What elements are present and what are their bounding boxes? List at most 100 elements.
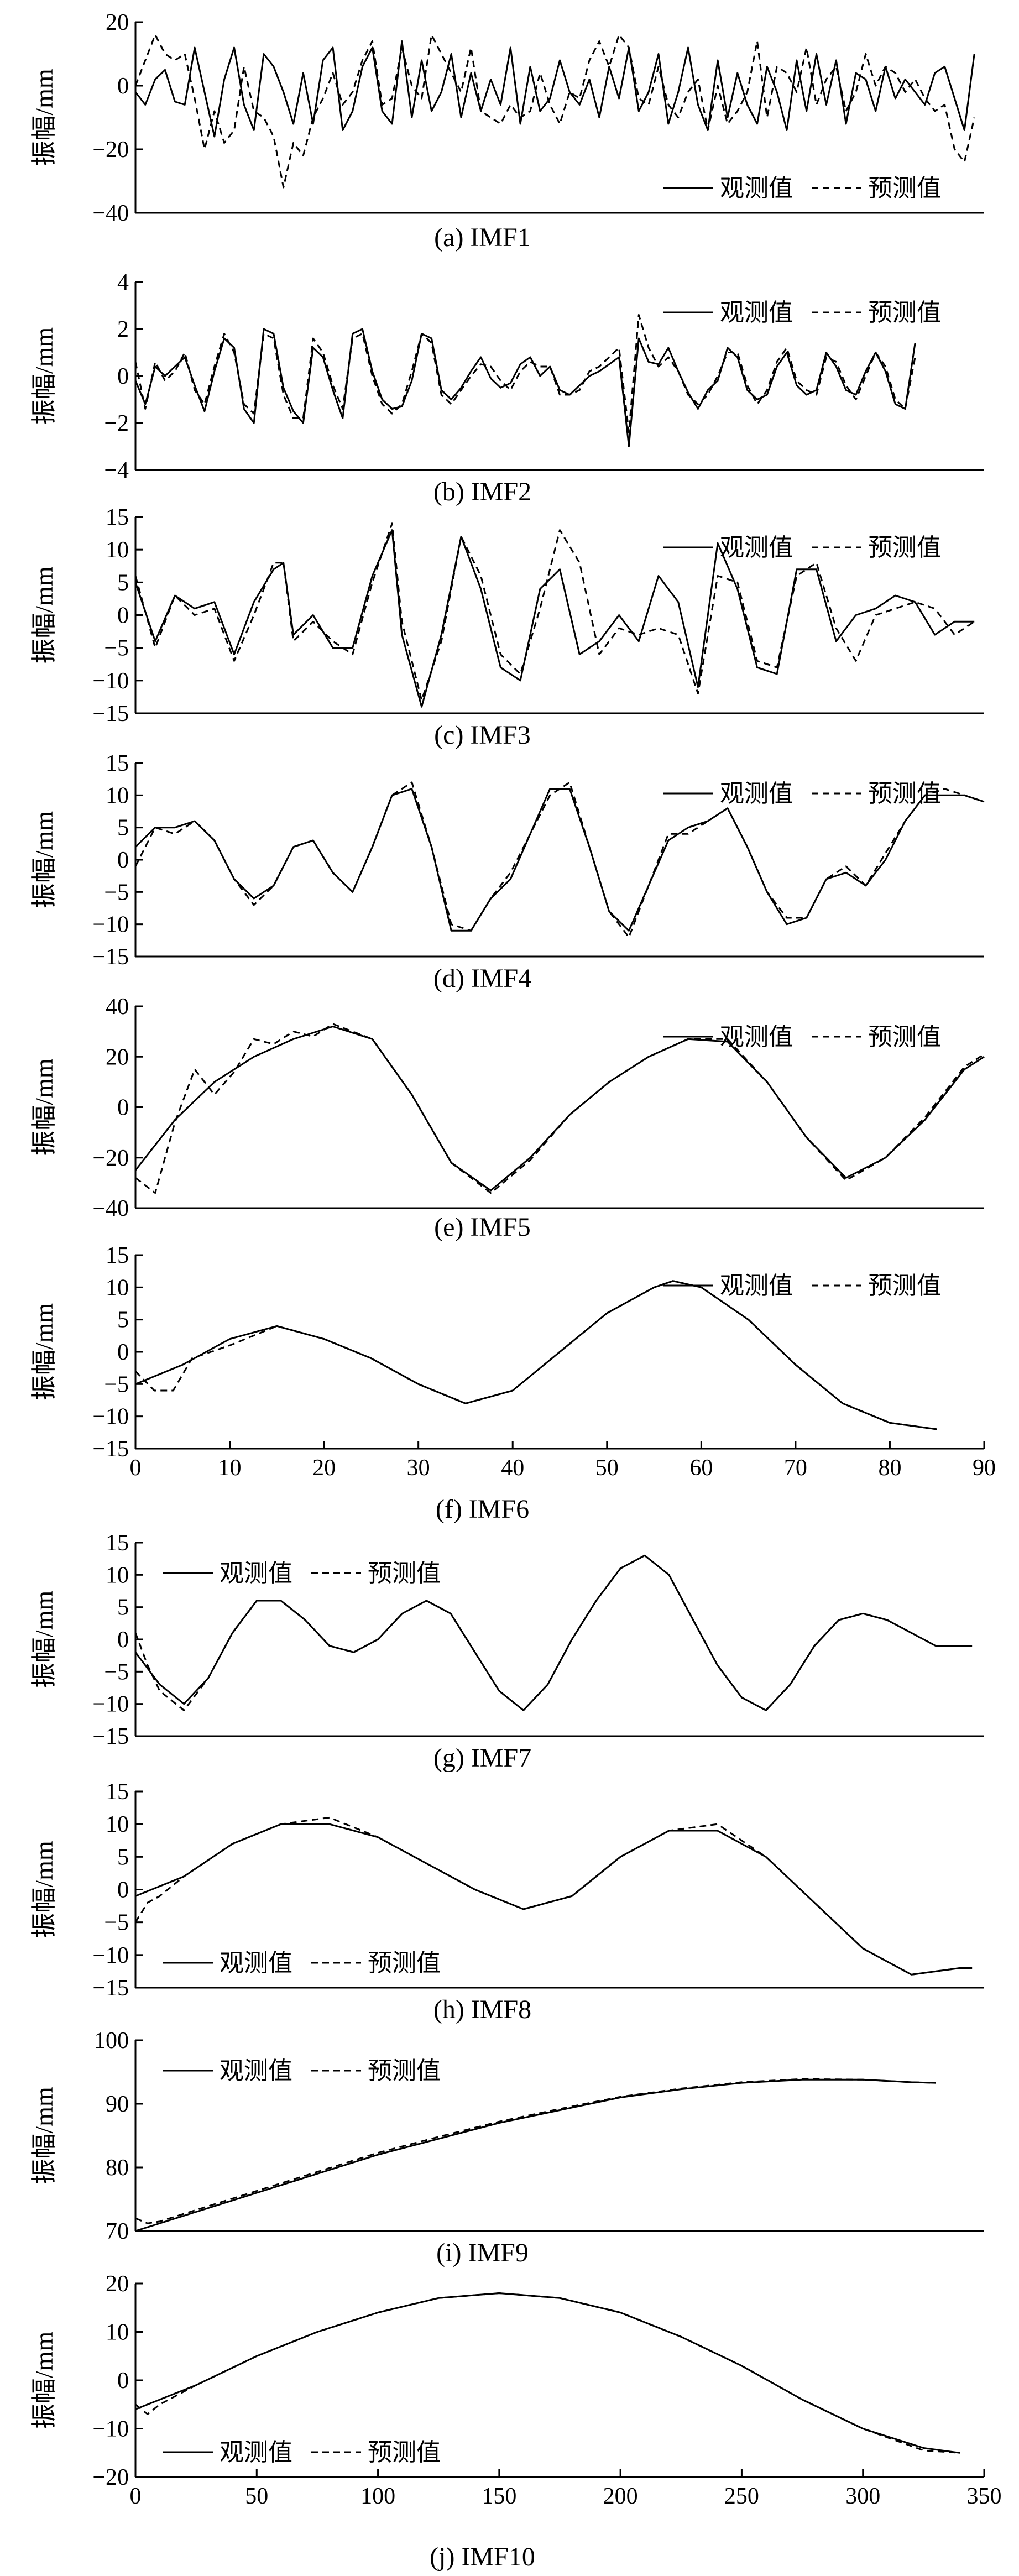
legend-predicted-label: 预测值 — [868, 299, 941, 327]
legend-predicted-label: 预测值 — [868, 1023, 941, 1051]
imf3-series-predicted-line — [134, 522, 975, 701]
legend-observed-label: 观测值 — [720, 534, 793, 562]
imf10-ytick-label: −20 — [92, 2465, 129, 2490]
imf6-xtick-label: 10 — [218, 1455, 242, 1481]
imf6-xtick-label: 0 — [130, 1455, 142, 1481]
imf2-ytick-label: 2 — [117, 317, 129, 342]
imf3-ytick-label: 5 — [117, 570, 129, 595]
imf10-xtick-label: 50 — [245, 2484, 268, 2509]
imf1-series-observed-line — [134, 40, 975, 138]
imf6-xtick-label: 80 — [878, 1455, 901, 1481]
imf3-caption: (c) IMF3 — [434, 720, 531, 750]
imf4-ytick-label: 0 — [117, 848, 129, 873]
imf10-ytick-label: 20 — [106, 2271, 129, 2297]
legend-predicted-label: 预测值 — [868, 174, 941, 202]
imf1-ytick-label: −20 — [92, 137, 129, 163]
imf2-caption: (b) IMF2 — [433, 477, 531, 506]
imf7-ylabel: 振幅/mm — [30, 1591, 58, 1689]
legend-observed-label: 观测值 — [220, 2057, 292, 2085]
imf9-ytick-label: 90 — [106, 2092, 129, 2117]
imf5-panel: 40 20 0 −20 −40 振幅/mm 观测值 预测值 (e) IMF5 — [30, 994, 985, 1242]
imf5-ytick-label: −20 — [92, 1146, 129, 1171]
imf10-xtick-label: 350 — [967, 2484, 1002, 2509]
imf4-panel: 15 10 5 0 −5 −10 −15 振幅/mm 观测值 预测值 (d) IMF4 — [30, 751, 985, 993]
imf10-series-observed-line — [135, 2292, 960, 2454]
imf6-ytick-label: 5 — [117, 1308, 129, 1333]
legend-observed-label: 观测值 — [720, 174, 793, 202]
imf4-caption: (d) IMF4 — [433, 964, 531, 993]
imf5-ytick-label: 0 — [117, 1095, 129, 1121]
imf7-series-predicted-line — [134, 1554, 973, 1711]
imf2-series-predicted-line — [134, 314, 916, 433]
imf7-ytick-label: −15 — [92, 1724, 129, 1749]
imf1-ytick-label: 20 — [106, 10, 129, 35]
imf6-ylabel: 振幅/mm — [30, 1303, 58, 1401]
imf9-series-observed-line — [135, 2078, 936, 2232]
imf6-series-predicted-line — [134, 1280, 937, 1430]
imf6-xtick-label: 20 — [312, 1455, 336, 1481]
imf5-ylabel: 振幅/mm — [30, 1058, 58, 1156]
imf9-ylabel: 振幅/mm — [30, 2087, 58, 2185]
imf4-ylabel: 振幅/mm — [30, 811, 58, 909]
imf7-ytick-label: −10 — [92, 1692, 129, 1717]
imf7-ytick-label: 0 — [117, 1627, 129, 1653]
imf10-xtick-label: 200 — [603, 2484, 638, 2509]
imf6-xtick-label: 70 — [784, 1455, 807, 1481]
imf6-legend: 观测值 预测值 — [663, 1272, 941, 1300]
imf8-ylabel: 振幅/mm — [30, 1841, 58, 1938]
imf2-ytick-label: 4 — [117, 270, 129, 295]
imf1-legend: 观测值 预测值 — [663, 174, 941, 202]
imf2-ytick-label: 0 — [117, 364, 129, 389]
imf7-ytick-label: −5 — [104, 1659, 129, 1685]
imf10-xtick-label: 100 — [360, 2484, 395, 2509]
imf2-legend: 观测值 预测值 — [663, 299, 941, 327]
imf1-ylabel: 振幅/mm — [30, 69, 58, 166]
imf10-xtick-label: 300 — [845, 2484, 880, 2509]
imf10-legend: 观测值 预测值 — [163, 2438, 441, 2467]
imf9-legend: 观测值 预测值 — [163, 2057, 441, 2085]
imf7-caption: (g) IMF7 — [433, 1743, 531, 1773]
imf10-ytick-label: 10 — [106, 2320, 129, 2345]
imf6-ytick-label: 0 — [117, 1340, 129, 1365]
imf4-ytick-label: −10 — [92, 912, 129, 938]
imf8-ytick-label: 5 — [117, 1845, 129, 1870]
imf8-ytick-label: −5 — [104, 1910, 129, 1936]
imf2-ytick-label: −4 — [104, 458, 129, 483]
legend-predicted-label: 预测值 — [368, 1949, 441, 1977]
imf10-xtick-label: 150 — [482, 2484, 516, 2509]
imf5-series-predicted-line — [135, 1023, 985, 1194]
imf5-series-observed-line — [134, 1026, 985, 1192]
imf7-ytick-label: 10 — [106, 1563, 129, 1588]
imf3-ytick-label: −5 — [104, 636, 129, 661]
imf8-ytick-label: 10 — [106, 1812, 129, 1837]
imf8-ytick-label: −10 — [92, 1943, 129, 1968]
imf4-ytick-label: −5 — [104, 880, 129, 905]
imf3-ytick-label: 15 — [106, 505, 129, 530]
imf2-ylabel: 振幅/mm — [30, 327, 58, 425]
legend-observed-label: 观测值 — [220, 1949, 292, 1977]
imf10-ytick-label: −10 — [92, 2417, 129, 2442]
imf2-ytick-label: −2 — [104, 411, 129, 436]
legend-observed-label: 观测值 — [220, 2438, 292, 2467]
legend-predicted-label: 预测值 — [368, 2438, 441, 2467]
imf5-caption: (e) IMF5 — [434, 1213, 531, 1242]
imf8-ytick-label: 0 — [117, 1878, 129, 1903]
imf2-panel: 4 2 0 −2 −4 振幅/mm 观测值 预测值 (b) IMF2 — [30, 270, 984, 506]
imf4-series-predicted-line — [134, 781, 985, 938]
legend-predicted-label: 预测值 — [868, 1272, 941, 1300]
imf10-ytick-label: 0 — [117, 2368, 129, 2394]
imf9-panel: 100 90 80 70 振幅/mm 观测值 预测值 (i) IMF9 — [30, 2028, 984, 2267]
legend-observed-label: 观测值 — [720, 299, 793, 327]
imf5-ytick-label: −40 — [92, 1196, 129, 1221]
imf1-ytick-label: 0 — [117, 74, 129, 99]
imf4-ytick-label: 5 — [117, 816, 129, 841]
imf4-series-observed-line — [134, 788, 985, 932]
imf10-ylabel: 振幅/mm — [30, 2332, 58, 2429]
imf8-ytick-label: −15 — [92, 1976, 129, 2001]
imf8-panel: 15 10 5 0 −5 −10 −15 振幅/mm 观测值 预测值 (h) IMF8 — [30, 1779, 984, 2024]
imf8-series-predicted-line — [134, 1816, 973, 1976]
imf9-series-predicted-line — [135, 2078, 936, 2224]
